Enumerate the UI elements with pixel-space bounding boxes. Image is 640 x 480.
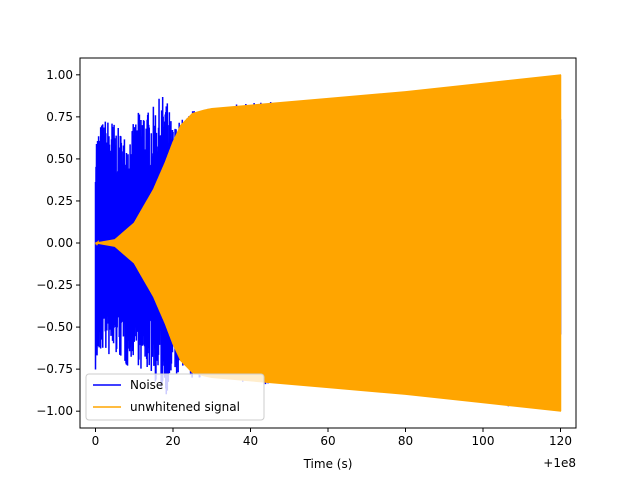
legend-label-signal: unwhitened signal	[130, 400, 240, 414]
x-tick-label: 80	[398, 434, 413, 448]
series-layer	[94, 74, 562, 412]
series-band-unwhitened-signal	[95, 74, 561, 412]
legend-box	[85, 373, 265, 421]
x-tick-label: 100	[472, 434, 495, 448]
y-tick-label: 0.75	[46, 110, 73, 124]
y-tick-label: 0.50	[46, 152, 73, 166]
y-tick-label: 1.00	[46, 68, 73, 82]
y-tick-label: −0.75	[36, 362, 73, 376]
y-tick-label: 0.00	[46, 236, 73, 250]
y-axis-ticks: −1.00 −0.75 −0.50 −0.25 0.00 0.25 0.50 0.75 1.00	[36, 68, 80, 418]
x-tick-label: 40	[243, 434, 258, 448]
y-tick-label: −0.25	[36, 278, 73, 292]
x-axis-ticks: 0 20 40 60 80 100 120	[92, 428, 572, 448]
y-tick-label: −1.00	[36, 404, 73, 418]
y-tick-label: 0.25	[46, 194, 73, 208]
x-tick-label: 60	[320, 434, 335, 448]
x-tick-label: 0	[92, 434, 100, 448]
x-axis-offset-label: +1e8	[543, 456, 576, 470]
legend-label-noise: Noise	[130, 378, 163, 392]
x-tick-label: 120	[549, 434, 572, 448]
legend: Noise unwhitened signal	[85, 373, 265, 421]
y-tick-label: −0.50	[36, 320, 73, 334]
x-axis-label: Time (s)	[303, 457, 353, 471]
x-tick-label: 20	[165, 434, 180, 448]
